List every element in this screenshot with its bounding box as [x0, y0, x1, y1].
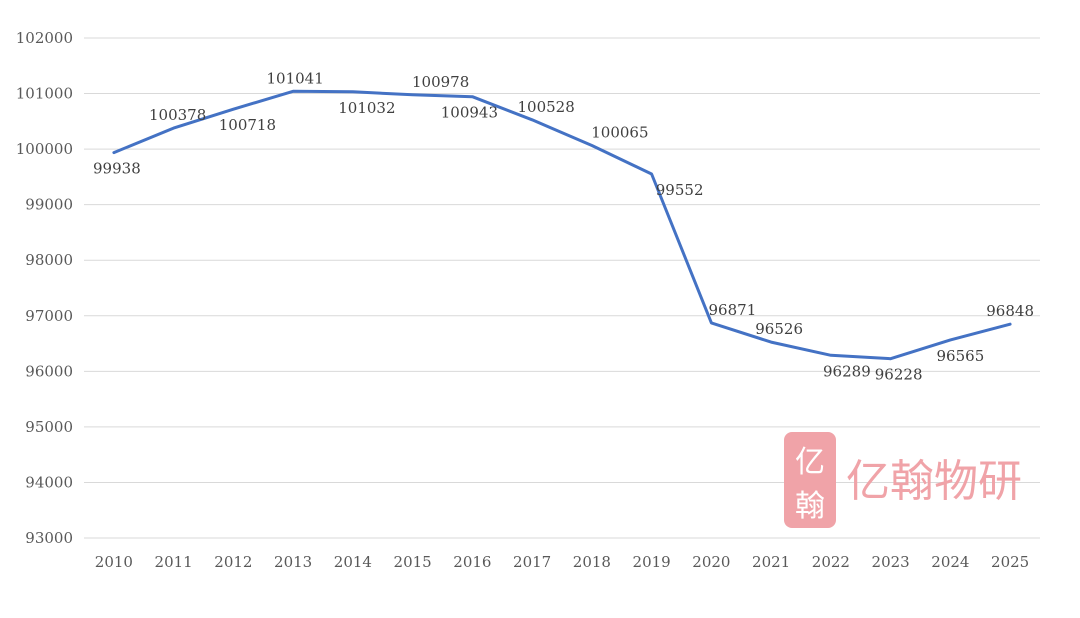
data-label: 96526	[755, 320, 803, 338]
watermark-seal-top-char: 亿	[795, 445, 825, 480]
y-tick-label: 101000	[16, 85, 73, 103]
x-tick-label: 2024	[931, 553, 969, 571]
x-tick-label: 2016	[453, 553, 491, 571]
x-tick-label: 2011	[155, 553, 193, 571]
y-tick-label: 94000	[25, 473, 73, 491]
y-tick-label: 93000	[25, 529, 73, 547]
data-label: 100943	[441, 104, 498, 122]
series-layer	[112, 89, 1012, 361]
x-tick-label: 2013	[274, 553, 312, 571]
data-label: 100378	[149, 106, 206, 124]
data-label: 99552	[656, 181, 704, 199]
x-tick-label: 2015	[394, 553, 432, 571]
data-label: 96289	[823, 362, 871, 380]
x-tick-label: 2010	[95, 553, 133, 571]
data-label: 96565	[937, 347, 985, 365]
x-tick-label: 2025	[991, 553, 1029, 571]
x-tick-label: 2019	[633, 553, 671, 571]
x-tick-label: 2014	[334, 553, 372, 571]
data-label: 100718	[219, 116, 276, 134]
x-tick-label: 2021	[752, 553, 790, 571]
data-label: 99938	[93, 160, 141, 178]
data-label: 96228	[875, 366, 923, 384]
watermark-logo: 亿 翰 亿翰物研	[784, 432, 1022, 528]
x-tick-label: 2022	[812, 553, 850, 571]
y-tick-label: 98000	[25, 251, 73, 269]
data-label: 101041	[266, 69, 323, 87]
gridlines	[84, 37, 1040, 539]
x-tick-label: 2017	[513, 553, 551, 571]
x-tick-label: 2023	[872, 553, 910, 571]
data-label: 96848	[986, 302, 1034, 320]
y-tick-label: 95000	[25, 418, 73, 436]
x-tick-label: 2012	[214, 553, 252, 571]
y-tick-label: 96000	[25, 362, 73, 380]
y-tick-label: 100000	[16, 140, 73, 158]
data-label: 96871	[709, 301, 757, 319]
y-axis-ticks: 102000 101000 100000 99000 98000 97000 96000 95…	[16, 29, 73, 547]
x-tick-label: 2018	[573, 553, 611, 571]
series-line	[112, 89, 1012, 361]
watermark-text: 亿翰物研	[846, 456, 1022, 507]
y-tick-label: 102000	[16, 29, 73, 47]
y-tick-label: 99000	[25, 196, 73, 214]
data-label: 100978	[412, 73, 469, 91]
data-label: 101032	[338, 99, 395, 117]
data-labels: 99938 100378 100718 101041 101032 100978 10094…	[93, 69, 1034, 383]
watermark-seal	[784, 432, 836, 528]
data-label: 100065	[591, 124, 648, 142]
watermark-seal-bottom-char: 翰	[795, 489, 825, 524]
x-axis-ticks: 2010 2011 2012 2013 2014 2015 2016 2017 2018 2019…	[95, 553, 1029, 571]
x-tick-label: 2020	[692, 553, 730, 571]
y-tick-label: 97000	[25, 307, 73, 325]
data-label: 100528	[517, 98, 574, 116]
